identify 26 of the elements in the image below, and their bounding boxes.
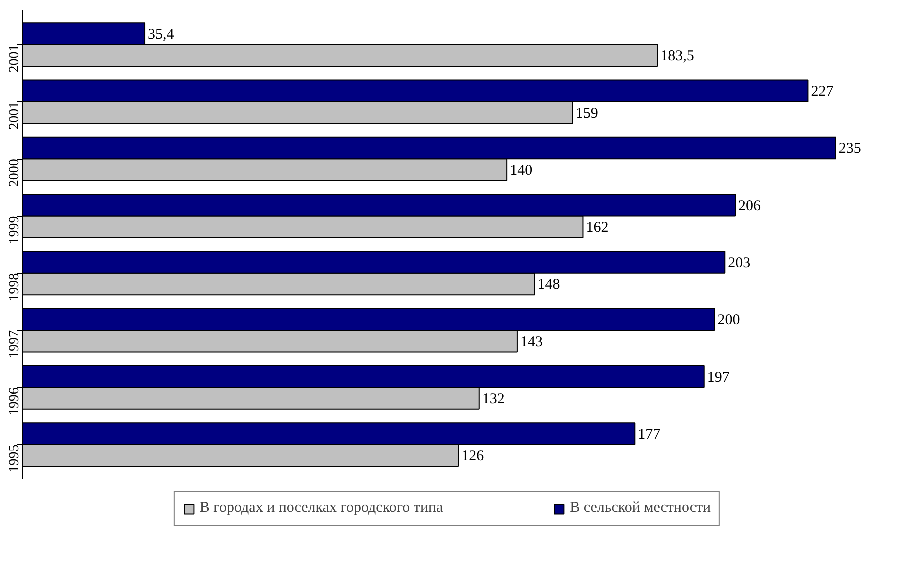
y-tick-label: 1998 (8, 273, 22, 302)
y-tick-label: 2001 (8, 102, 22, 130)
data-label: 132 (482, 392, 505, 408)
data-label: 200 (718, 312, 740, 329)
data-label: 162 (586, 220, 609, 236)
y-tick-label: 2001 (8, 44, 22, 73)
y-tick-label: 1995 (8, 444, 22, 473)
data-label: 197 (707, 370, 730, 386)
data-label: 206 (738, 198, 762, 214)
data-label: 159 (576, 106, 598, 122)
data-label: 183,5 (660, 48, 694, 65)
legend-label: В сельской местности (570, 500, 712, 517)
data-label: 203 (728, 256, 751, 272)
data-label: 143 (520, 334, 543, 350)
data-label: 35,4 (148, 26, 175, 43)
data-label: 177 (638, 426, 662, 443)
y-tick-label: 1997 (8, 330, 22, 358)
legend-label: В городах и поселках городского типа (200, 500, 444, 517)
data-label: 148 (538, 277, 560, 294)
data-label: 227 (811, 84, 834, 100)
data-label: 140 (510, 162, 533, 179)
y-tick-label: 2000 (8, 159, 22, 188)
y-tick-label: 1999 (8, 216, 22, 244)
y-tick-label: 1996 (8, 388, 22, 416)
data-label: 235 (838, 141, 862, 158)
data-label: 126 (462, 448, 485, 465)
